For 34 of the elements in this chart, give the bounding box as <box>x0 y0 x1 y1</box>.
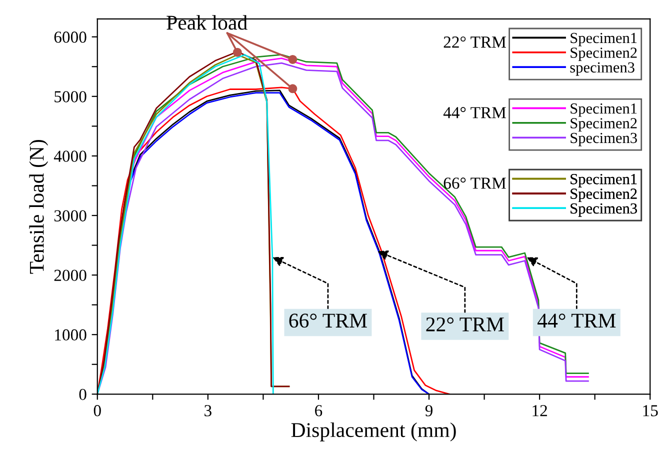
y-tick-label: 5000 <box>54 91 86 102</box>
y-tick-label: 0 <box>79 388 86 400</box>
legend-label: Specimen3 <box>570 132 637 146</box>
legend-label: specimen3 <box>570 62 634 76</box>
legend-label: Specimen1 <box>570 103 637 117</box>
y-tick-label: 6000 <box>54 32 86 43</box>
x-tick-label: 12 <box>532 405 547 416</box>
x-tick-label: 6 <box>315 405 322 416</box>
annotation: 22° TRM <box>444 36 506 48</box>
legend-label: Specimen2 <box>570 118 637 132</box>
point <box>288 54 298 64</box>
legend-label: Specimen1 <box>570 32 637 46</box>
legend-label: Specimen3 <box>570 203 637 217</box>
x-tick-label: 0 <box>94 405 101 416</box>
legend-label: Specimen2 <box>570 48 637 61</box>
annotation: 22° TRM <box>426 317 504 332</box>
y-tick-label: 4000 <box>54 150 86 162</box>
annotation: 44° TRM <box>443 107 506 118</box>
annotation: 44° TRM <box>537 314 616 328</box>
x-axis-title: Displacement (mm) <box>291 422 456 442</box>
series-label: Peak load <box>166 15 248 30</box>
y-tick-label: 1000 <box>55 329 86 341</box>
y-tick-label: 3000 <box>54 210 86 222</box>
legend-label: Specimen1 <box>570 174 637 188</box>
y-tick-label: 2000 <box>54 270 86 281</box>
point <box>232 48 242 57</box>
x-tick-label: 9 <box>425 405 432 416</box>
annotation: 66° TRM <box>289 314 367 328</box>
y-axis-title: Tensile load (N) <box>29 140 48 274</box>
point <box>288 84 298 94</box>
legend-label: Specimen2 <box>570 188 637 202</box>
annotation: 66° TRM <box>444 178 506 189</box>
x-tick-label: 15 <box>643 405 658 416</box>
x-tick-label: 3 <box>204 405 212 416</box>
